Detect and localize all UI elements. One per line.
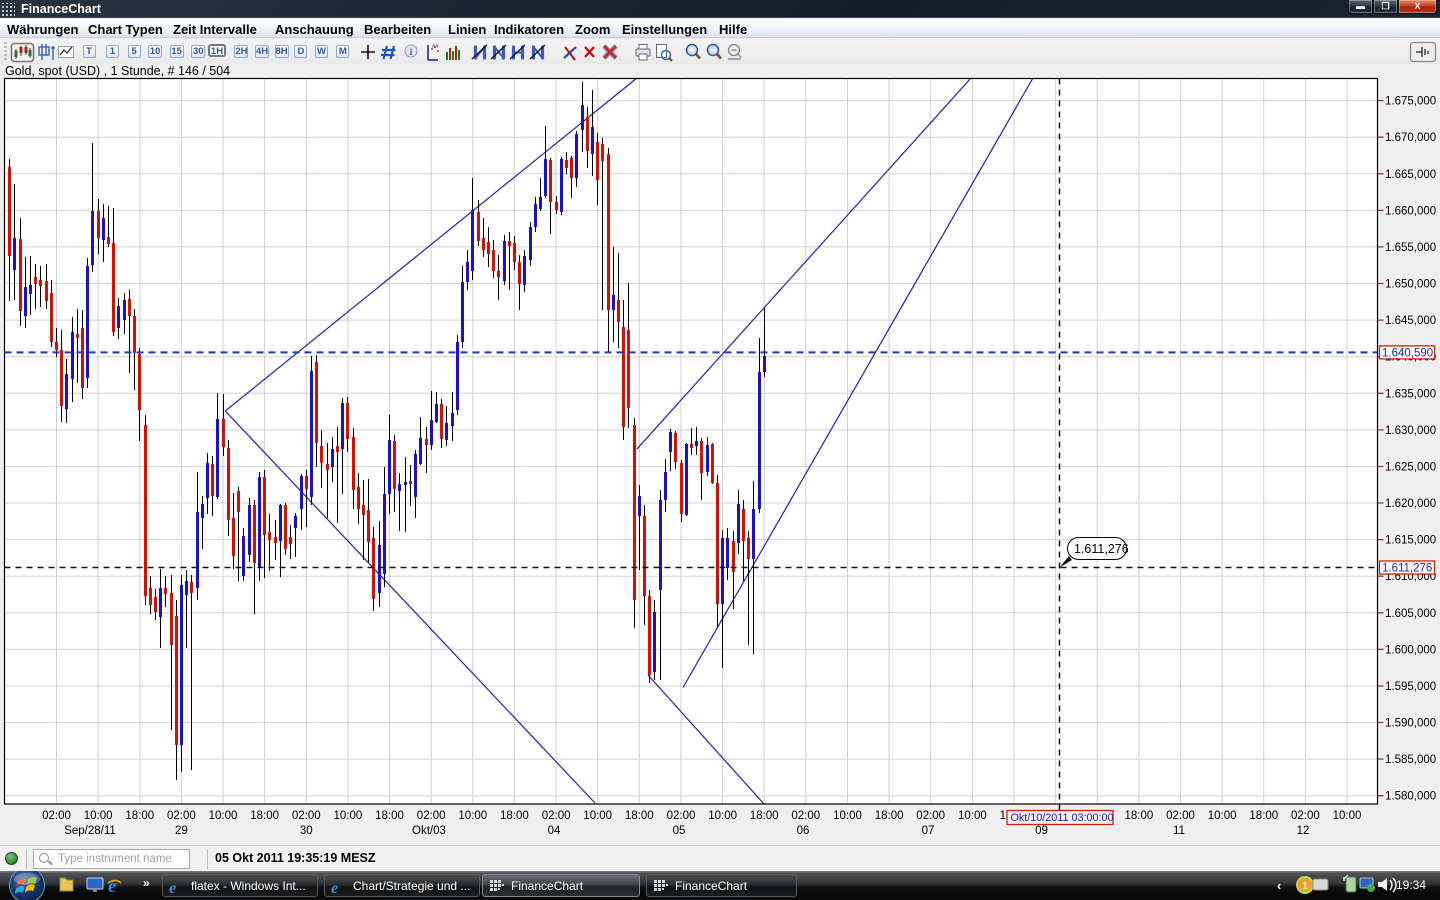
svg-text:»: »	[143, 876, 150, 890]
svg-text:1: 1	[1302, 881, 1308, 892]
svg-text:10:00: 10:00	[84, 810, 113, 822]
svg-text:02:00: 02:00	[1166, 810, 1195, 822]
svg-text:1.640,590: 1.640,590	[1382, 347, 1433, 359]
svg-text:18:00: 18:00	[875, 810, 904, 822]
svg-text:1.660,000: 1.660,000	[1385, 205, 1436, 217]
svg-text:10:00: 10:00	[334, 810, 363, 822]
svg-text:1.595,000: 1.595,000	[1385, 681, 1436, 693]
svg-text:1.625,000: 1.625,000	[1385, 462, 1436, 474]
svg-text:e: e	[169, 880, 176, 897]
svg-text:1.600,000: 1.600,000	[1385, 644, 1436, 656]
svg-text:18:00: 18:00	[500, 810, 529, 822]
svg-text:09: 09	[1035, 825, 1048, 837]
svg-text:02:00: 02:00	[167, 810, 196, 822]
svg-text:06: 06	[797, 825, 810, 837]
svg-text:10:00: 10:00	[708, 810, 737, 822]
svg-text:02:00: 02:00	[916, 810, 945, 822]
svg-text:18:00: 18:00	[1249, 810, 1278, 822]
svg-text:02:00: 02:00	[292, 810, 321, 822]
svg-text:e: e	[331, 880, 338, 897]
svg-text:1.620,000: 1.620,000	[1385, 498, 1436, 510]
svg-text:10:00: 10:00	[833, 810, 862, 822]
svg-text:1.611,276: 1.611,276	[1074, 542, 1129, 556]
svg-text:02:00: 02:00	[542, 810, 571, 822]
svg-text:1.645,000: 1.645,000	[1385, 315, 1436, 327]
svg-text:1.611,276: 1.611,276	[1382, 563, 1432, 575]
svg-text:07: 07	[922, 825, 935, 837]
svg-text:1.655,000: 1.655,000	[1385, 242, 1436, 254]
svg-text:18:00: 18:00	[250, 810, 279, 822]
svg-text:10:00: 10:00	[583, 810, 612, 822]
svg-text:02:00: 02:00	[1291, 810, 1320, 822]
svg-text:Okt/03: Okt/03	[412, 825, 446, 837]
svg-text:04: 04	[548, 825, 561, 837]
svg-text:1.585,000: 1.585,000	[1385, 754, 1436, 766]
svg-text:1.630,000: 1.630,000	[1385, 425, 1436, 437]
svg-text:1.675,000: 1.675,000	[1385, 96, 1436, 108]
svg-text:18:00: 18:00	[750, 810, 779, 822]
svg-text:02:00: 02:00	[667, 810, 696, 822]
svg-text:e: e	[108, 876, 117, 897]
svg-text:18:00: 18:00	[1125, 810, 1154, 822]
svg-text:05: 05	[673, 825, 686, 837]
svg-text:1.665,000: 1.665,000	[1385, 169, 1436, 181]
svg-text:10:00: 10:00	[958, 810, 987, 822]
svg-text:1.615,000: 1.615,000	[1385, 535, 1436, 547]
svg-text:1.635,000: 1.635,000	[1385, 388, 1436, 400]
svg-text:1.580,000: 1.580,000	[1385, 791, 1436, 803]
svg-text:10:00: 10:00	[1208, 810, 1237, 822]
svg-text:02:00: 02:00	[417, 810, 446, 822]
svg-text:10:00: 10:00	[209, 810, 238, 822]
svg-text:1.650,000: 1.650,000	[1385, 279, 1436, 291]
svg-text:02:00: 02:00	[791, 810, 820, 822]
svg-text:i: i	[410, 47, 413, 57]
svg-text:11: 11	[1173, 825, 1185, 837]
svg-text:12: 12	[1297, 825, 1310, 837]
svg-text:Sep/28/11: Sep/28/11	[64, 825, 116, 837]
svg-text:18:00: 18:00	[125, 810, 154, 822]
svg-text:18:00: 18:00	[375, 810, 404, 822]
svg-text:1.590,000: 1.590,000	[1385, 718, 1436, 730]
svg-text:29: 29	[175, 825, 188, 837]
svg-text:30: 30	[300, 825, 313, 837]
svg-text:##: ##	[432, 44, 439, 50]
svg-text:‹: ‹	[1277, 878, 1281, 893]
svg-text:Okt/10/2011 03:00:00: Okt/10/2011 03:00:00	[1011, 812, 1114, 824]
svg-text:18:00: 18:00	[625, 810, 654, 822]
svg-text:10:00: 10:00	[1333, 810, 1362, 822]
svg-text:1.605,000: 1.605,000	[1385, 608, 1436, 620]
svg-text:1.670,000: 1.670,000	[1385, 132, 1436, 144]
svg-text:02:00: 02:00	[42, 810, 71, 822]
svg-text:10:00: 10:00	[458, 810, 487, 822]
